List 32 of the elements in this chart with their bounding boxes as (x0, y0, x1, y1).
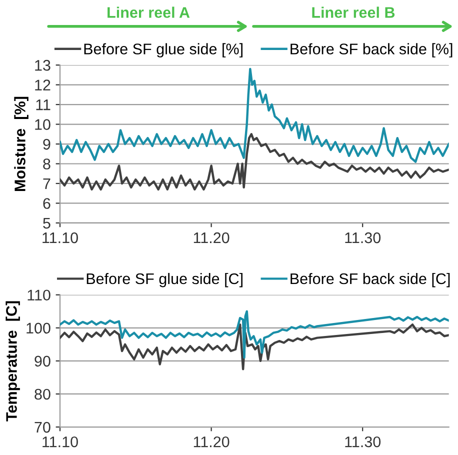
text: Liner reel A (108, 6, 190, 18)
text: Liner reel B (312, 6, 395, 18)
y-tick-label: 11 (36, 100, 50, 110)
y-tick-label: 10 (35, 119, 50, 130)
y-tick-label: 6 (43, 198, 50, 209)
legend-label: Before SF glue side [%] (84, 43, 242, 58)
legend-label: Before SF back side [%] (290, 43, 452, 58)
line-series (60, 310, 449, 359)
x-tick-label: 11.10 (42, 436, 78, 448)
line-series (60, 323, 449, 370)
y-tick-label: 100 (26, 322, 50, 334)
legend-label: Before SF glue side [C] (86, 272, 242, 288)
y-tick-label: 12 (35, 80, 50, 90)
x-tick-label: 11.10 (42, 232, 78, 244)
y-tick-label: 80 (34, 388, 50, 400)
line-series (60, 133, 449, 191)
y-tick-label: 5 (43, 218, 50, 229)
x-tick-label: 11.30 (345, 436, 381, 448)
y-tick-label: 90 (34, 356, 50, 367)
line-series (60, 68, 449, 163)
legend-label: Before SF back side [C] (290, 272, 450, 288)
y-tick-label: 13 (35, 60, 50, 71)
x-tick-label: 11.20 (194, 436, 230, 448)
y-tick-label: 9 (43, 138, 50, 150)
y-tick-label: 70 (34, 422, 50, 433)
y-tick-label: 8 (43, 158, 50, 170)
y-axis-title: Temperature [C] (6, 301, 20, 422)
y-tick-label: 7 (43, 178, 50, 190)
x-tick-label: 11.20 (194, 232, 230, 244)
y-axis-title: Moisture [%] (14, 96, 28, 191)
x-tick-label: 11.30 (345, 232, 381, 244)
y-tick-label: 110 (28, 290, 50, 301)
